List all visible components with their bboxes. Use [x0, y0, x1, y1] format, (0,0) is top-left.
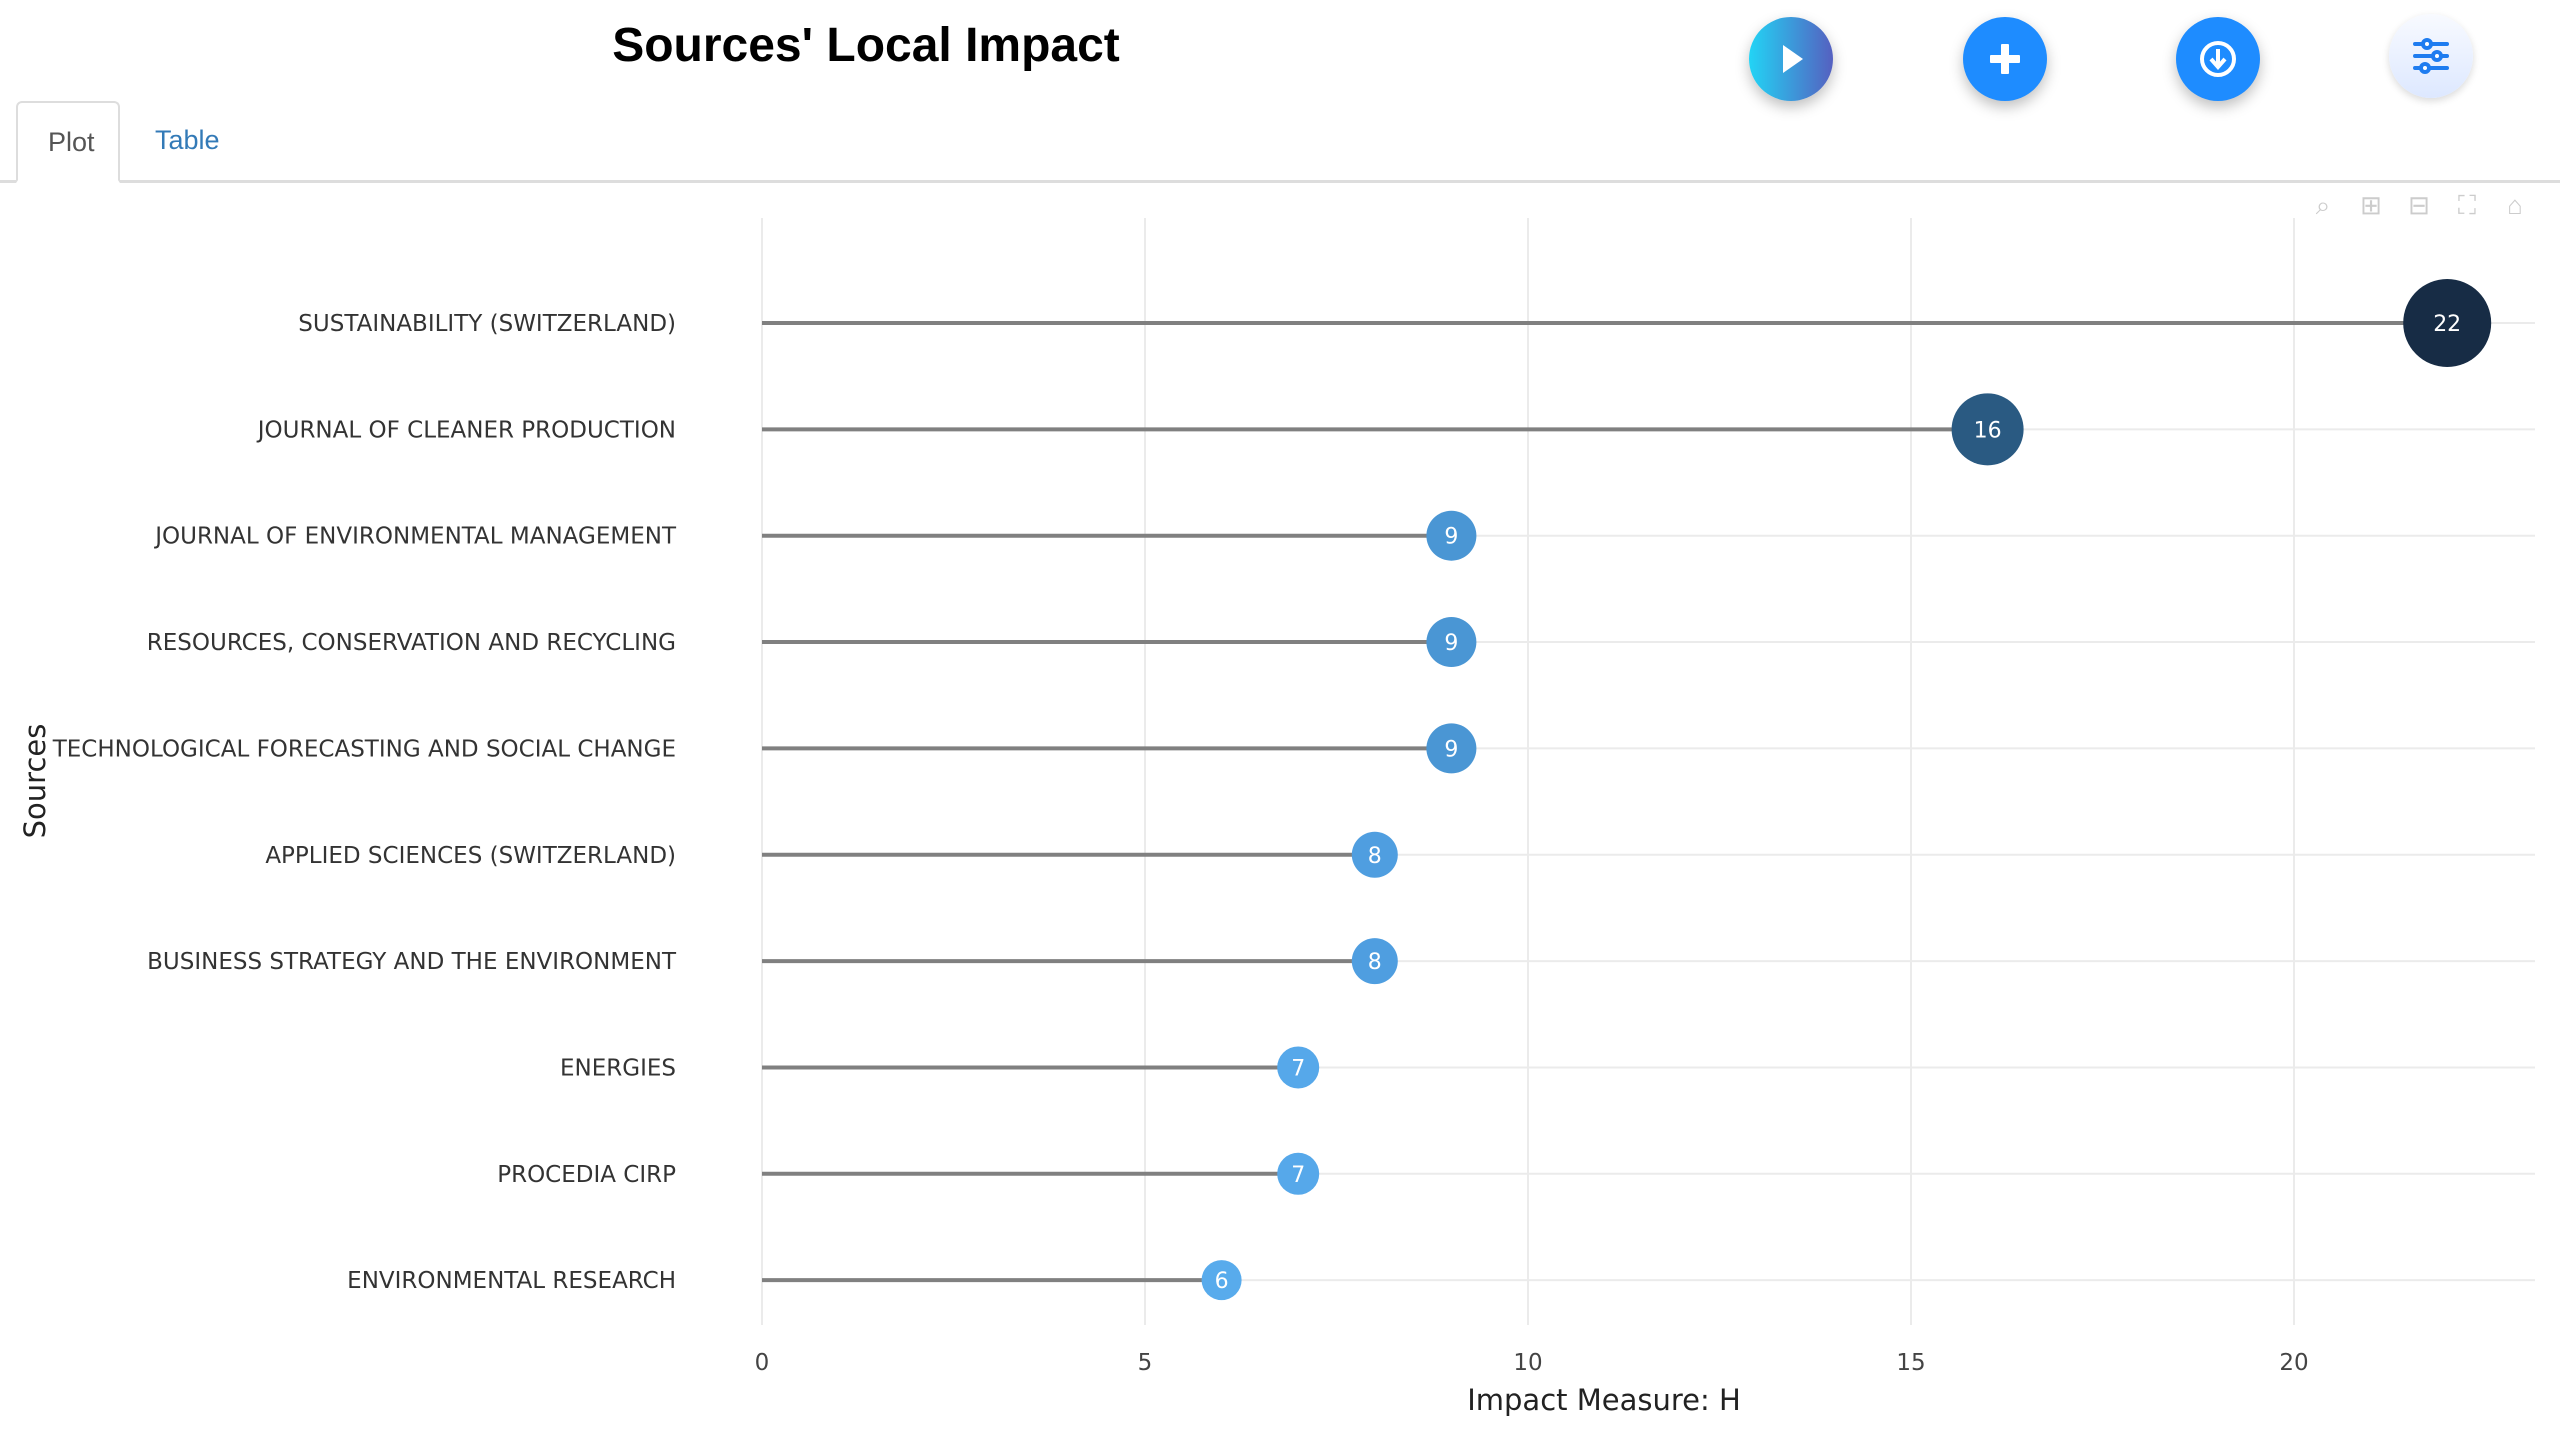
x-tick-label: 0 — [755, 1350, 770, 1376]
lollipop-marker[interactable] — [1277, 1152, 1320, 1195]
zoom-icon[interactable]: ⌕ — [2315, 190, 2331, 220]
y-tick-label: APPLIED SCIENCES (SWITZERLAND) — [265, 843, 676, 869]
y-axis-title: Sources — [18, 724, 52, 839]
x-tick-label: 15 — [1896, 1350, 1925, 1376]
value-label: 7 — [1291, 1056, 1305, 1081]
lollipop-marker[interactable] — [1277, 1046, 1320, 1089]
value-label: 16 — [1974, 418, 2002, 443]
add-button[interactable] — [1963, 17, 2047, 101]
home-icon[interactable]: ⌂ — [2507, 190, 2523, 220]
value-label: 7 — [1291, 1163, 1305, 1188]
lollipop-marker[interactable] — [1201, 1260, 1242, 1301]
lollipop-marker[interactable] — [1426, 723, 1477, 774]
value-label: 8 — [1368, 950, 1382, 975]
value-label: 8 — [1368, 844, 1382, 869]
value-label: 6 — [1215, 1269, 1229, 1294]
tab-plot[interactable]: Plot — [16, 101, 120, 183]
zoom-out-icon[interactable]: ⊟ — [2408, 190, 2430, 220]
lollipop-marker[interactable] — [1351, 831, 1398, 878]
page-title: Sources' Local Impact — [612, 19, 1120, 72]
lollipop-marker[interactable] — [1351, 938, 1398, 985]
autoscale-icon[interactable]: ⛶ — [2457, 190, 2477, 220]
y-tick-label: PROCEDIA CIRP — [497, 1162, 676, 1188]
play-button[interactable] — [1749, 17, 1833, 101]
x-tick-label: 20 — [2279, 1350, 2308, 1376]
value-label: 9 — [1444, 737, 1458, 762]
x-axis-title: Impact Measure: H — [1467, 1383, 1741, 1417]
y-tick-label: JOURNAL OF ENVIRONMENTAL MANAGEMENT — [153, 524, 677, 550]
lollipop-marker[interactable] — [1426, 617, 1477, 668]
y-tick-label: ENVIRONMENTAL RESEARCH — [347, 1268, 676, 1294]
y-tick-label: BUSINESS STRATEGY AND THE ENVIRONMENT — [147, 949, 677, 975]
plot-modebar: ⌕ ⊞ ⊟ ⛶ ⌂ — [2308, 190, 2530, 220]
lollipop-marker[interactable] — [1951, 393, 2024, 466]
y-tick-label: ENERGIES — [560, 1055, 676, 1081]
x-tick-label: 10 — [1513, 1350, 1542, 1376]
y-tick-label: TECHNOLOGICAL FORECASTING AND SOCIAL CHA… — [52, 736, 676, 762]
download-icon — [2200, 41, 2236, 77]
lollipop-marker[interactable] — [1426, 510, 1477, 561]
lollipop-marker[interactable] — [2403, 279, 2492, 367]
value-label: 9 — [1444, 631, 1458, 656]
tab-table[interactable]: Table — [155, 125, 220, 155]
tab-bar: Plot Table — [0, 101, 2560, 183]
sliders-icon — [2413, 38, 2449, 74]
y-tick-label: SUSTAINABILITY (SWITZERLAND) — [298, 311, 676, 337]
plus-icon — [1990, 44, 2020, 74]
value-label: 22 — [2433, 312, 2461, 337]
download-button[interactable] — [2176, 17, 2260, 101]
x-tick-label: 5 — [1138, 1350, 1153, 1376]
zoom-in-icon[interactable]: ⊞ — [2360, 190, 2382, 220]
value-label: 9 — [1444, 525, 1458, 550]
y-tick-label: JOURNAL OF CLEANER PRODUCTION — [256, 417, 676, 443]
play-icon — [1783, 45, 1803, 73]
settings-button[interactable] — [2389, 14, 2473, 98]
y-tick-label: RESOURCES, CONSERVATION AND RECYCLING — [147, 630, 676, 656]
